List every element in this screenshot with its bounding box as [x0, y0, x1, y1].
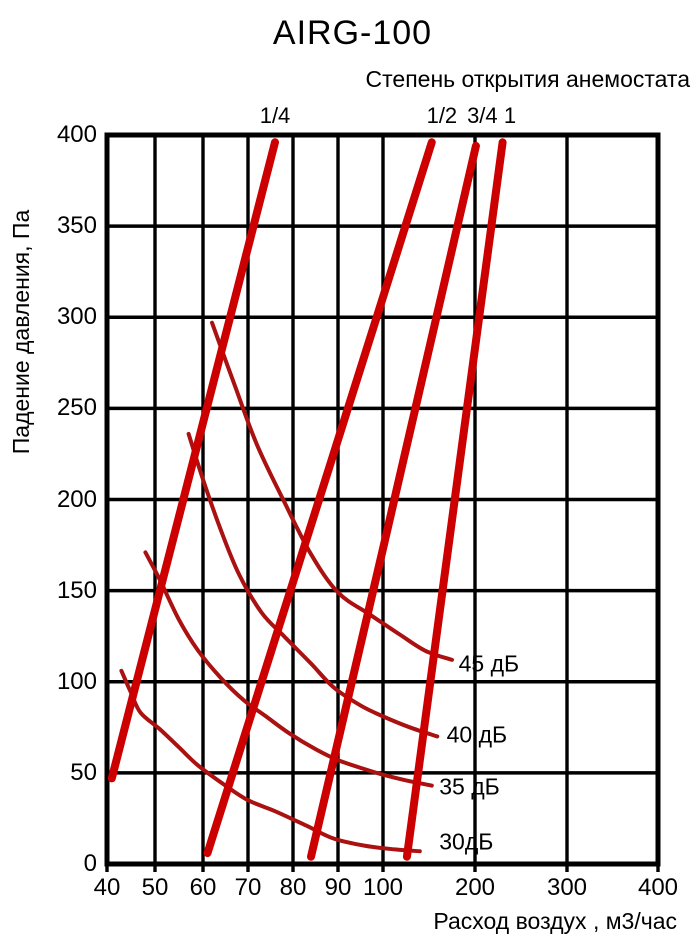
opening-line-1/4: [107, 138, 279, 783]
opening-line-1/2: [203, 138, 436, 858]
chart-subtitle: Степень открытия анемостата: [365, 66, 690, 92]
chart-title: AIRG-100: [272, 14, 433, 52]
y-axis-title: Падение давления, Па: [8, 209, 34, 455]
noise-level-label: 40 дБ: [446, 721, 508, 748]
x-tick-label: 70: [234, 874, 262, 901]
y-tick-label: 100: [56, 667, 97, 695]
opening-line-3/4: [307, 141, 480, 861]
x-tick-label: 400: [637, 874, 679, 901]
x-tick-label: 100: [362, 874, 404, 901]
noise-level-label: 45 дБ: [458, 650, 520, 677]
y-tick-label: 0: [83, 850, 97, 877]
x-tick-label: 50: [141, 874, 169, 901]
noise-curve-30дБ: [119, 668, 422, 854]
x-tick-label: 300: [546, 874, 588, 901]
opening-degree-label: 3/4: [467, 103, 498, 128]
y-tick-label: 50: [70, 758, 97, 786]
noise-curve-40дБ: [186, 431, 440, 739]
plot-border: [104, 132, 661, 867]
x-tick-label: 200: [454, 874, 496, 901]
opening-degree-label: 1: [503, 103, 517, 128]
opening-line-1: [402, 138, 507, 861]
x-tick-label: 40: [93, 874, 121, 901]
noise-curve-35дБ: [143, 550, 434, 788]
noise-curve-45дБ: [210, 320, 454, 662]
y-tick-label: 150: [56, 576, 97, 604]
y-tick-label: 250: [56, 394, 97, 422]
opening-degree-label: 1/4: [259, 103, 291, 128]
y-tick-label: 350: [56, 212, 97, 240]
y-tick-label: 400: [56, 121, 97, 148]
noise-level-label: 35 дБ: [439, 773, 500, 800]
y-tick-label: 300: [56, 303, 97, 331]
x-tick-label: 60: [189, 874, 217, 901]
opening-degree-label: 1/2: [426, 103, 458, 128]
x-axis-title: Расход воздух , м3/час: [433, 908, 677, 934]
x-tick-label: 80: [279, 874, 307, 901]
noise-level-label: 30дБ: [439, 828, 494, 855]
x-tick-label: 90: [324, 874, 352, 901]
y-tick-label: 200: [56, 485, 97, 513]
